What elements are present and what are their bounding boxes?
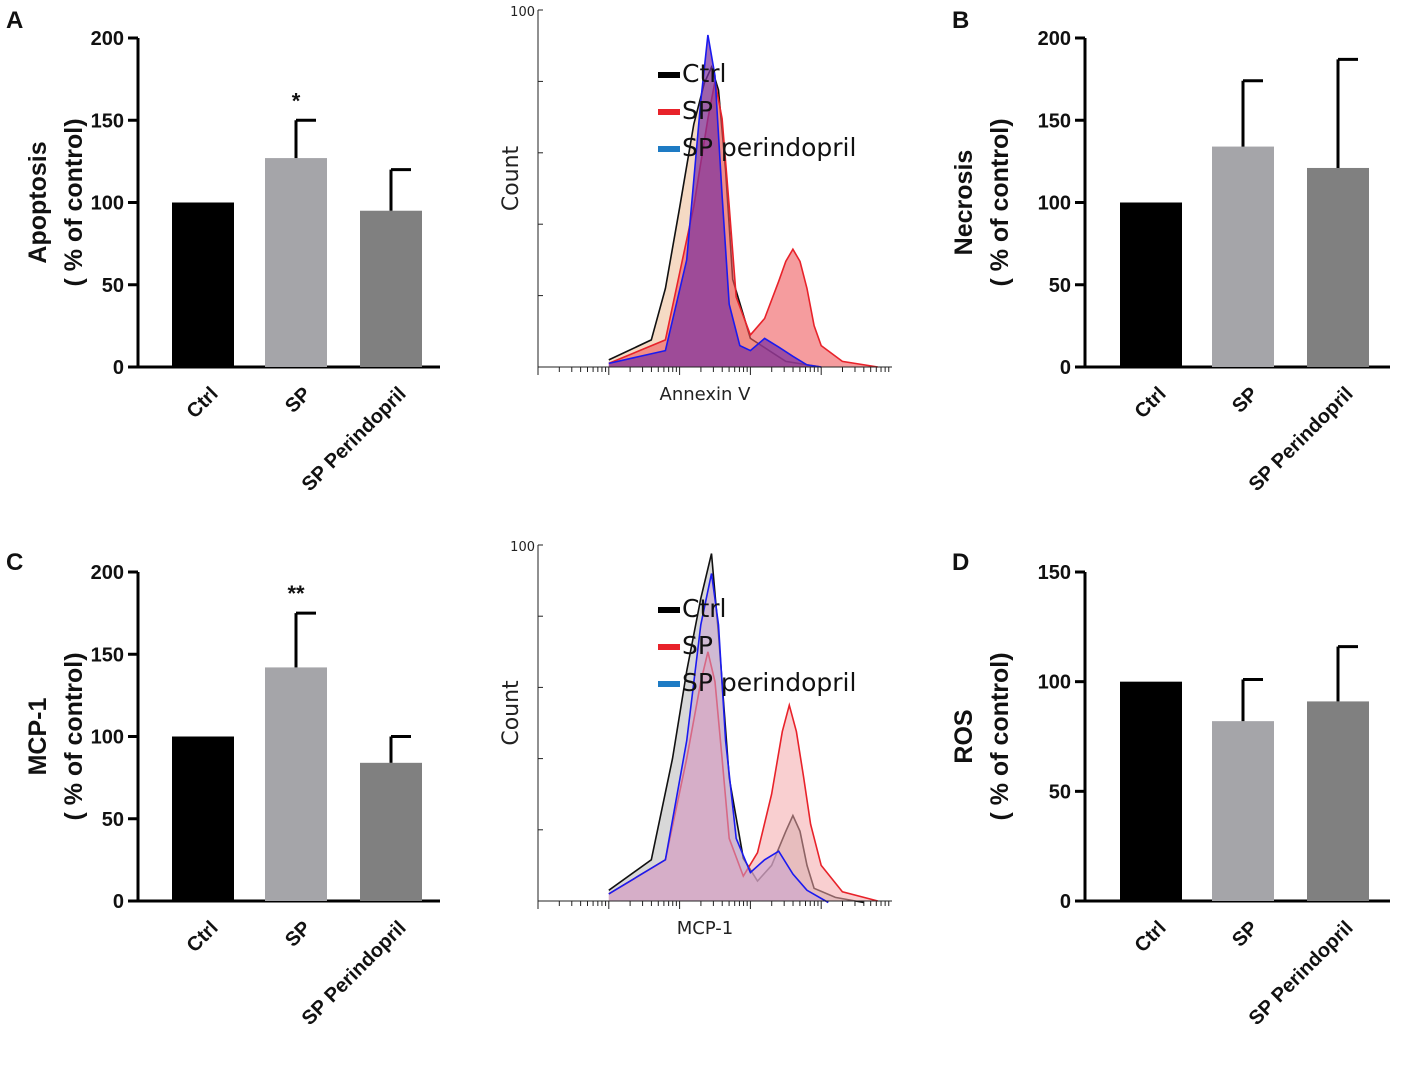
y-tick-label: 200: [91, 28, 124, 50]
legend-swatch: [658, 72, 680, 78]
significance-marker: *: [292, 88, 301, 113]
bar-sp-perindopril: [360, 210, 422, 367]
y-tick-label: 150: [91, 644, 124, 666]
category-label: SP Perindopril: [1245, 383, 1358, 496]
legend-label: Ctrl: [682, 594, 726, 623]
legend-swatch: [658, 146, 680, 152]
y-axis-subtitle: ( % of control): [986, 652, 1014, 820]
category-label: Ctrl: [1131, 917, 1171, 957]
bar-sp: [1212, 721, 1274, 901]
flow-y-max-label: 100: [510, 540, 535, 555]
y-tick-label: 50: [1049, 781, 1071, 803]
histogram-area-ctrl: [608, 553, 864, 903]
y-axis-title: Apoptosis: [24, 141, 52, 263]
legend-label: SP perindopril: [682, 133, 856, 162]
flow-y-axis-label: Count: [499, 145, 524, 211]
category-label: SP: [281, 917, 315, 951]
y-axis-subtitle: ( % of control): [986, 118, 1014, 286]
legend-swatch: [658, 607, 680, 613]
panel-letter-b: B: [952, 7, 969, 34]
histogram-area-sp-perindopril: [608, 35, 822, 367]
apoptosis-bar-chart: Apoptosis ( % of control) 0 50 100 150 200 Ctrl…: [24, 28, 440, 496]
legend-label: SP: [682, 96, 713, 125]
necrosis-bar-chart: Necrosis ( % of control) 0 50 100 150 200 Ctrl S…: [950, 28, 1390, 496]
legend-label: SP: [682, 631, 713, 660]
legend-label: SP perindopril: [682, 668, 856, 697]
y-axis-subtitle: ( % of control): [60, 118, 88, 286]
y-axis-title: MCP-1: [24, 698, 52, 776]
bar-ctrl: [1120, 681, 1182, 901]
category-label: SP: [1228, 917, 1262, 951]
y-tick-label: 0: [1060, 891, 1071, 913]
category-label: Ctrl: [183, 383, 223, 423]
bar-sp-perindopril: [1307, 701, 1369, 901]
category-label: SP: [1228, 383, 1262, 417]
histogram-area-sp: [608, 81, 878, 368]
annexin-flow-histogram: 100 Count Annexin V Ctrl SP SP perindopril: [499, 5, 892, 405]
y-tick-label: 150: [1038, 562, 1071, 584]
y-tick-label: 50: [102, 809, 124, 831]
category-label: SP Perindopril: [1245, 917, 1358, 1030]
y-tick-label: 150: [1038, 110, 1071, 132]
y-tick-label: 50: [1049, 275, 1071, 297]
y-tick-label: 150: [91, 110, 124, 132]
bar-ctrl: [1120, 202, 1182, 367]
histogram-line-sp-perindopril: [608, 573, 829, 904]
mcp1-bar-chart: MCP-1 ( % of control) 0 50 100 150 200 Ctrl ** SP…: [24, 562, 440, 1030]
y-tick-label: 100: [1038, 672, 1071, 694]
panel-letter-c: C: [6, 549, 23, 576]
y-tick-label: 0: [113, 891, 124, 913]
bar-sp: [265, 158, 327, 367]
y-axis-subtitle: ( % of control): [60, 652, 88, 820]
significance-marker: **: [287, 581, 305, 606]
category-label: SP Perindopril: [298, 383, 411, 496]
bar-sp-perindopril: [1307, 167, 1369, 367]
bar-sp-perindopril: [360, 762, 422, 901]
histogram-area-sp-perindopril: [608, 573, 829, 903]
category-label: Ctrl: [1131, 383, 1171, 423]
category-label: SP Perindopril: [298, 917, 411, 1030]
category-label: Ctrl: [183, 917, 223, 957]
panel-letter-d: D: [952, 549, 969, 576]
legend-label: Ctrl: [682, 59, 726, 88]
bar-ctrl: [172, 202, 234, 367]
y-tick-label: 200: [91, 562, 124, 584]
y-tick-label: 100: [1038, 193, 1071, 215]
flow-y-max-label: 100: [510, 5, 535, 20]
legend-swatch: [658, 644, 680, 650]
flow-y-axis-label: Count: [499, 680, 524, 746]
flow-x-axis-label: Annexin V: [660, 384, 752, 405]
flow-x-axis-label: MCP-1: [677, 918, 734, 939]
y-axis-title: ROS: [950, 709, 978, 763]
y-tick-label: 0: [113, 357, 124, 379]
y-tick-label: 100: [91, 727, 124, 749]
bar-sp: [1212, 146, 1274, 367]
y-tick-label: 0: [1060, 357, 1071, 379]
y-tick-label: 50: [102, 275, 124, 297]
mcp1-flow-histogram: 100 Count MCP-1 Ctrl SP SP perindopril: [499, 540, 892, 939]
legend-swatch: [658, 109, 680, 115]
category-label: SP: [281, 383, 315, 417]
y-tick-label: 200: [1038, 28, 1071, 50]
y-tick-label: 100: [91, 193, 124, 215]
legend-swatch: [658, 681, 680, 687]
bar-sp: [265, 667, 327, 901]
y-axis-title: Necrosis: [950, 150, 978, 256]
panel-letter-a: A: [6, 7, 23, 34]
histogram-line-sp-perindopril: [608, 34, 822, 368]
bar-ctrl: [172, 736, 234, 901]
